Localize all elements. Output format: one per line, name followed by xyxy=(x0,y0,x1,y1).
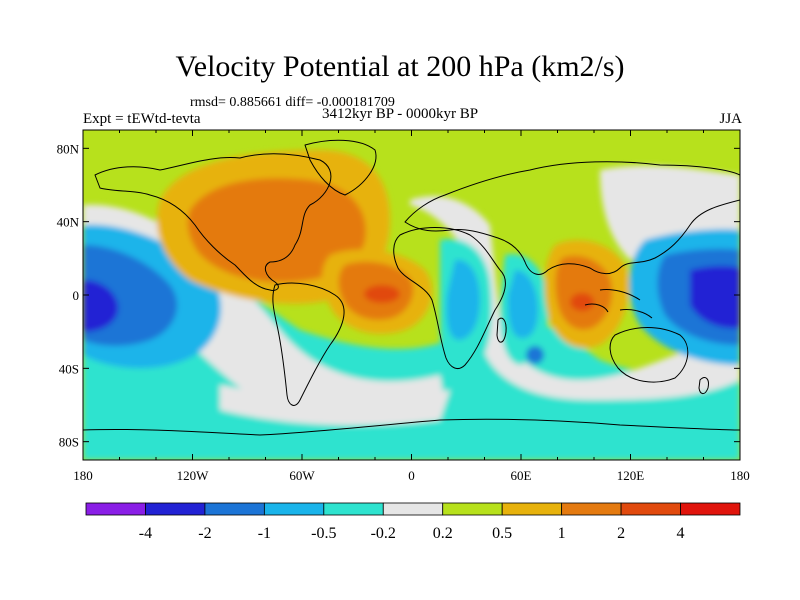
colorbar-label: -4 xyxy=(139,525,152,542)
longitude-axis: 180 120W 60W 0 60E 120E 180 xyxy=(73,130,750,483)
colorbar-label: 0.5 xyxy=(492,525,512,542)
lat-tick-label: 40S xyxy=(59,361,79,376)
lat-tick-label: 80S xyxy=(59,435,79,450)
colorbar-label: -0.5 xyxy=(311,525,336,542)
colorbar-label: -2 xyxy=(198,525,211,542)
period-label: 3412kyr BP - 0000kyr BP xyxy=(322,106,479,122)
colorbar-label: -1 xyxy=(258,525,271,542)
map-panel xyxy=(82,129,741,461)
experiment-label: Expt = tEWtd-tevta xyxy=(83,111,201,127)
colorbar-swatch xyxy=(382,502,444,516)
contour-fields xyxy=(83,150,740,460)
colorbar-swatch xyxy=(442,502,503,516)
lon-tick-label: 0 xyxy=(408,468,415,483)
colorbar-swatch xyxy=(323,502,384,516)
lat-tick-label: 0 xyxy=(73,288,80,303)
colorbar-label: 2 xyxy=(617,525,625,542)
latitude-axis: 80N 40N 0 40S 80S xyxy=(57,141,740,450)
stats-line: rmsd= 0.885661 diff= -0.000181709 xyxy=(190,95,395,110)
lon-tick-label: 120W xyxy=(177,468,210,483)
lat-tick-label: 80N xyxy=(57,141,80,156)
lon-tick-label: 60E xyxy=(511,468,532,483)
colorbar-swatch xyxy=(501,502,563,516)
colorbar-swatch xyxy=(561,502,622,516)
colorbar-label: 1 xyxy=(558,525,566,542)
colorbar-label: 0.2 xyxy=(433,525,453,542)
colorbar-swatch xyxy=(680,502,741,516)
map-title: Velocity Potential at 200 hPa (km2/s) xyxy=(175,50,625,83)
colorbar-label: 4 xyxy=(677,525,685,542)
colorbar-swatch xyxy=(85,502,146,516)
lon-tick-label: 60W xyxy=(289,468,315,483)
colorbar-swatch xyxy=(263,502,325,516)
colorbar-swatch xyxy=(620,502,681,516)
colorbar-swatch xyxy=(204,502,265,516)
lon-tick-label: 120E xyxy=(617,468,645,483)
lon-tick-label: 180 xyxy=(73,468,93,483)
lon-tick-label: 180 xyxy=(730,468,750,483)
lat-tick-label: 40N xyxy=(57,215,80,230)
colorbar: -4 -2 -1 -0.5 -0.2 0.2 0.5 1 2 4 xyxy=(85,502,741,542)
coastlines xyxy=(83,139,740,436)
season-label: JJA xyxy=(719,111,742,127)
colorbar-label: -0.2 xyxy=(371,525,396,542)
colorbar-swatch xyxy=(145,502,206,516)
